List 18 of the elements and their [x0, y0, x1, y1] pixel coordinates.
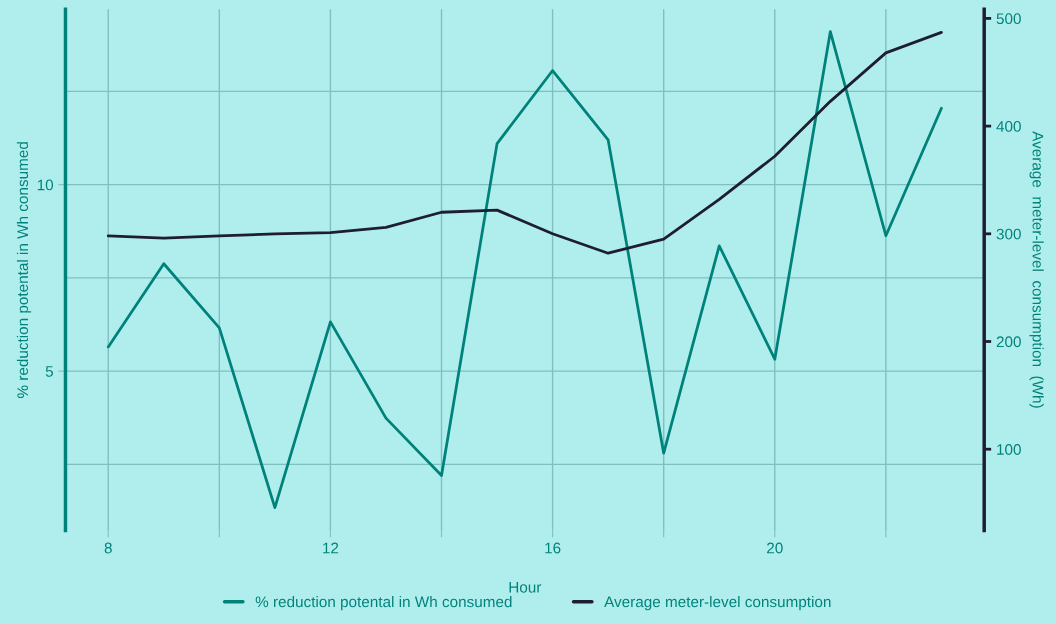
y2-tick-label: 300: [996, 228, 1021, 240]
legend-label: Average meter-level consumption: [604, 596, 831, 611]
x-tick-label: 12: [323, 542, 339, 554]
y-tick-label: 5: [45, 366, 54, 377]
y2-tick-label: 500: [996, 13, 1021, 25]
y2-tick-label: 100: [997, 444, 1021, 455]
x-tick-label: 8: [104, 542, 112, 554]
legend-label: % reduction potental in Wh consumed: [255, 596, 512, 611]
line-series: [106, 31, 943, 255]
y2-tick-label: 200: [996, 336, 1021, 348]
y-axis-title: % reduction potental in Wh consumed: [16, 142, 32, 398]
y2-tick-label: 400: [996, 120, 1021, 132]
x-axis-title: Hour: [509, 582, 542, 593]
y2-axis-title: Average meter-level consumption (Wh): [1029, 131, 1044, 408]
line-series: [106, 30, 943, 510]
x-tick-label: 20: [767, 542, 783, 554]
y-tick-label: 10: [37, 179, 54, 191]
x-tick-label: 16: [545, 542, 561, 554]
